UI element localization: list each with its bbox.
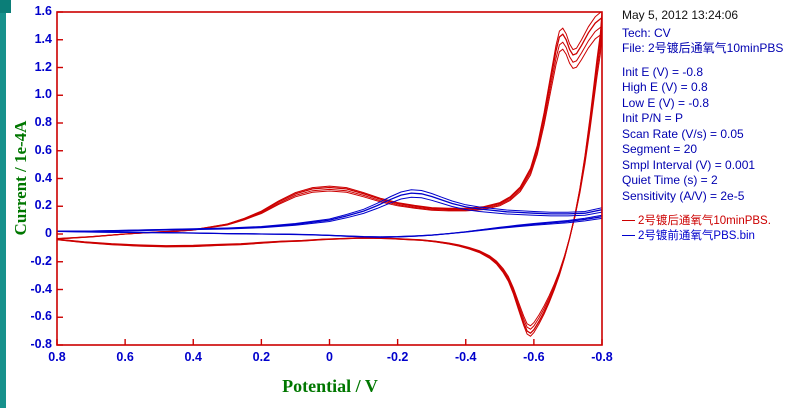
legend-red: 2号镀后通氧气10minPBS. [622, 214, 800, 229]
y-tick-label: -0.4 [30, 281, 52, 296]
x-tick-label: 0.4 [184, 350, 202, 364]
window-edge-square [0, 0, 11, 13]
panel-smpl-interval: Smpl Interval (V) = 0.001 [622, 157, 756, 172]
x-tick-label: -0.8 [591, 350, 613, 364]
panel-low-e: Low E (V) = -0.8 [622, 95, 710, 110]
panel-tech: Tech: CV [622, 25, 671, 40]
y-tick-label: 1.0 [34, 87, 52, 102]
panel-sensitivity: Sensitivity (A/V) = 2e-5 [622, 188, 745, 203]
y-axis-title: Current / 1e-4A [11, 120, 30, 236]
y-tick-label: 0.8 [34, 115, 52, 129]
panel-quiet-time: Quiet Time (s) = 2 [622, 173, 718, 187]
plot-frame [56, 11, 603, 346]
x-tick-label: 0 [326, 350, 333, 364]
curve-after-plating-o2-10min-pbs [57, 16, 602, 335]
experiment-parameters: Tech: CV File: 2号镀后通氧气10minPBS Init E (V) … [622, 26, 800, 205]
legend-blue-line-swatch [622, 235, 635, 236]
x-tick-label: -0.4 [454, 350, 477, 364]
y-tick-label: 0.6 [34, 142, 52, 157]
x-tick-label: 0.2 [252, 350, 271, 364]
y-tick-label: 1.6 [34, 4, 52, 18]
legend-red-line-swatch [622, 220, 635, 221]
panel-file: File: 2号镀后通氧气10minPBS [622, 41, 784, 55]
y-tick-label: 0.4 [34, 170, 52, 185]
y-tick-label: -0.8 [30, 337, 52, 351]
curve-after-plating-o2-10min-pbs [57, 25, 602, 330]
window-edge-strip [0, 0, 6, 408]
legend-red-label: 2号镀后通氧气10minPBS. [638, 215, 771, 227]
x-tick-label: 0.6 [116, 350, 134, 364]
panel-init-e: Init E (V) = -0.8 [622, 64, 704, 79]
x-axis-title: Potential / V [282, 376, 378, 396]
x-tick-label: -0.2 [386, 350, 409, 364]
curve-after-plating-o2-10min-pbs [57, 12, 602, 337]
panel-high-e: High E (V) = 0.8 [622, 80, 708, 94]
y-tick-label: -0.2 [30, 253, 52, 268]
curve-after-plating-o2-10min-pbs [57, 33, 602, 327]
x-tick-label: -0.6 [523, 350, 545, 364]
legend: 2号镀后通氧气10minPBS. 2号镀前通氧气PBS.bin [622, 214, 800, 244]
timestamp: May 5, 2012 13:24:06 [622, 8, 739, 22]
curve-before-plating-o2-pbs [57, 196, 602, 238]
legend-blue: 2号镀前通氧气PBS.bin [622, 229, 800, 244]
legend-blue-label: 2号镀前通氧气PBS.bin [638, 230, 755, 242]
panel-scan-rate: Scan Rate (V/s) = 0.05 [622, 126, 744, 141]
y-tick-label: 0.2 [34, 198, 52, 213]
panel-segment: Segment = 20 [622, 142, 698, 156]
x-tick-label: 0.8 [48, 350, 66, 364]
panel-spacer [622, 57, 800, 65]
info-panel: May 5, 2012 13:24:06 Tech: CV File: 2号镀后通… [622, 8, 800, 404]
y-tick-label: 1.2 [34, 59, 52, 74]
curve-before-plating-o2-pbs [57, 189, 602, 238]
y-tick-label: 1.4 [34, 31, 52, 46]
panel-init-pn: Init P/N = P [622, 111, 684, 125]
y-tick-label: -0.6 [30, 309, 52, 324]
y-tick-label: 0 [45, 226, 52, 240]
